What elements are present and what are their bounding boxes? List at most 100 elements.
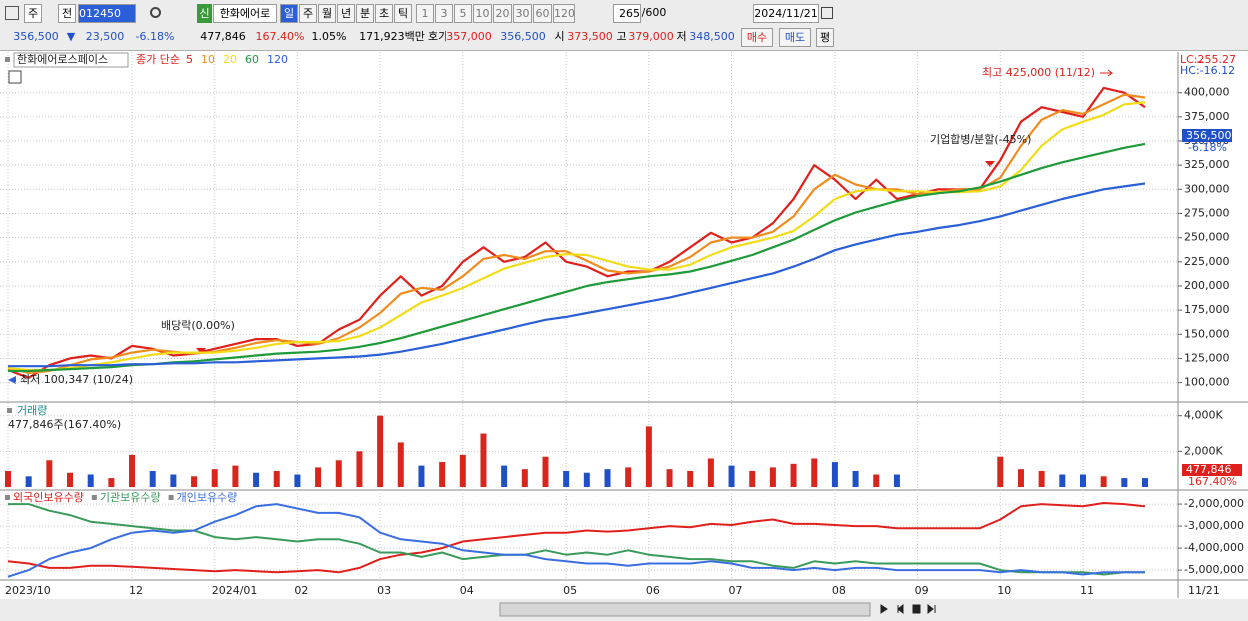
volume-bar [211,469,218,487]
y-tick-label: 200,000 [1184,279,1230,292]
interval-button[interactable]: 60 [533,4,552,23]
volume-bar [439,462,446,487]
x-tick-label: 10 [997,584,1011,597]
volume-bar [501,465,508,487]
period-button[interactable]: 틱 [394,4,412,23]
scroll-controls[interactable] [880,603,936,615]
y-tick-label: 4,000K [1184,409,1223,422]
volume-bar [769,467,776,487]
last-price-label: 356,500 [1186,129,1232,142]
quote-volume-ratio: 167.40% [255,30,305,43]
legend-label: 60 [245,53,259,66]
volume-bar [25,476,32,487]
y-tick-label: 325,000 [1184,158,1230,171]
volume-bar [1100,476,1107,487]
volume-bar [1079,474,1086,487]
volume-bar [521,469,528,487]
interval-button[interactable]: 120 [553,4,575,23]
quote-trade-value: 171,923백만 [359,30,425,43]
annotation: 기업합병/분할(-45%) [930,133,1031,146]
interval-button[interactable]: 1 [416,4,434,23]
quote-open-label: 시 [554,30,565,43]
y-tick-label: 225,000 [1184,255,1230,268]
interval-button[interactable]: 5 [454,4,472,23]
quote-turnover-rate: 1.05% [311,30,347,43]
quote-ask: 357,000 [446,30,492,43]
avg-button[interactable]: 평 [816,28,834,47]
calendar-icon[interactable] [821,7,833,19]
period-button[interactable]: 월 [318,4,336,23]
last-volume-box [1182,464,1242,476]
bar-count-max: /600 [641,6,667,19]
volume-bar [67,472,74,487]
x-tick-label: 12 [129,584,143,597]
price-type[interactable]: 전 [58,4,76,23]
period-button[interactable]: 일 [280,4,298,23]
interval-button[interactable]: 10 [473,4,492,23]
interval-button[interactable]: 3 [435,4,453,23]
quote-volume: 477,846 [200,30,246,43]
volume-bar [191,476,198,487]
series-line [8,503,1145,576]
volume-bar [108,478,115,487]
volume-bar [687,470,694,487]
menu-icon[interactable] [5,6,19,20]
legend-icon [168,495,174,500]
chart-title: 한화에어로스페이스 [17,53,108,66]
quote-change: 23,500 [85,30,125,43]
period-button[interactable]: 년 [337,4,355,23]
volume-bar [852,470,859,487]
volume-bar [335,460,342,487]
y-tick-label: -4,000,000 [1184,541,1244,554]
period-unit[interactable]: 주 [24,4,42,23]
legend-label: 개인보유수량 [177,491,238,504]
badge: 신 [197,4,212,23]
last-volume-ratio: 167.40% [1188,475,1237,488]
volume-bar [315,467,322,487]
period-button[interactable]: 주 [299,4,317,23]
volume-bar [707,458,714,487]
sell-button[interactable]: 매도 [779,28,811,47]
volume-bar [790,463,797,487]
volume-bar [1038,470,1045,487]
legend-label: 20 [223,53,237,66]
legend-label: 5 [186,53,193,66]
volume-bar [811,458,818,487]
y-tick-label: 150,000 [1184,327,1230,340]
volume-bar [728,465,735,487]
volume-bar [87,474,94,487]
volume-bar [418,465,425,487]
date[interactable]: 2024/11/21 [753,4,819,23]
x-tick-label: 06 [646,584,660,597]
interval-button[interactable]: 30 [513,4,532,23]
annotation: 최저 100,347 (10/24) [20,373,133,386]
y-tick-label: -5,000,000 [1184,563,1244,576]
x-tick-label: 09 [915,584,929,597]
interval-button[interactable]: 20 [493,4,512,23]
legend-label: 10 [201,53,215,66]
chart-subtitle: 477,846주(167.40%) [8,418,121,431]
volume-bar [749,470,756,487]
y-tick-label: 100,000 [1184,376,1230,389]
y-tick-label: -3,000,000 [1184,519,1244,532]
lc-label: LC:255.27 [1180,53,1236,66]
x-tick-label: 04 [460,584,474,597]
scroll-thumb[interactable] [499,602,871,617]
y-tick-label: 175,000 [1184,303,1230,316]
buy-button[interactable]: 매수 [741,28,773,47]
search-icon[interactable] [150,7,161,18]
volume-bar [1121,478,1128,487]
chart-subtitle: 종가 단순 [136,53,180,66]
quote-quote-label: 호가 [428,30,446,43]
stock-code[interactable]: 012450 [78,4,136,23]
annotation: 최고 425,000 (11/12) [982,66,1095,79]
volume-bar [459,454,466,487]
period-button[interactable]: 분 [356,4,374,23]
quote-arrow: ▼ [66,30,76,43]
period-button[interactable]: 초 [375,4,393,23]
volume-bar [645,426,652,487]
y-tick-label: 375,000 [1184,110,1230,123]
bar-count[interactable]: 265 [613,4,641,23]
legend-label: 외국인보유수량 [13,491,84,504]
